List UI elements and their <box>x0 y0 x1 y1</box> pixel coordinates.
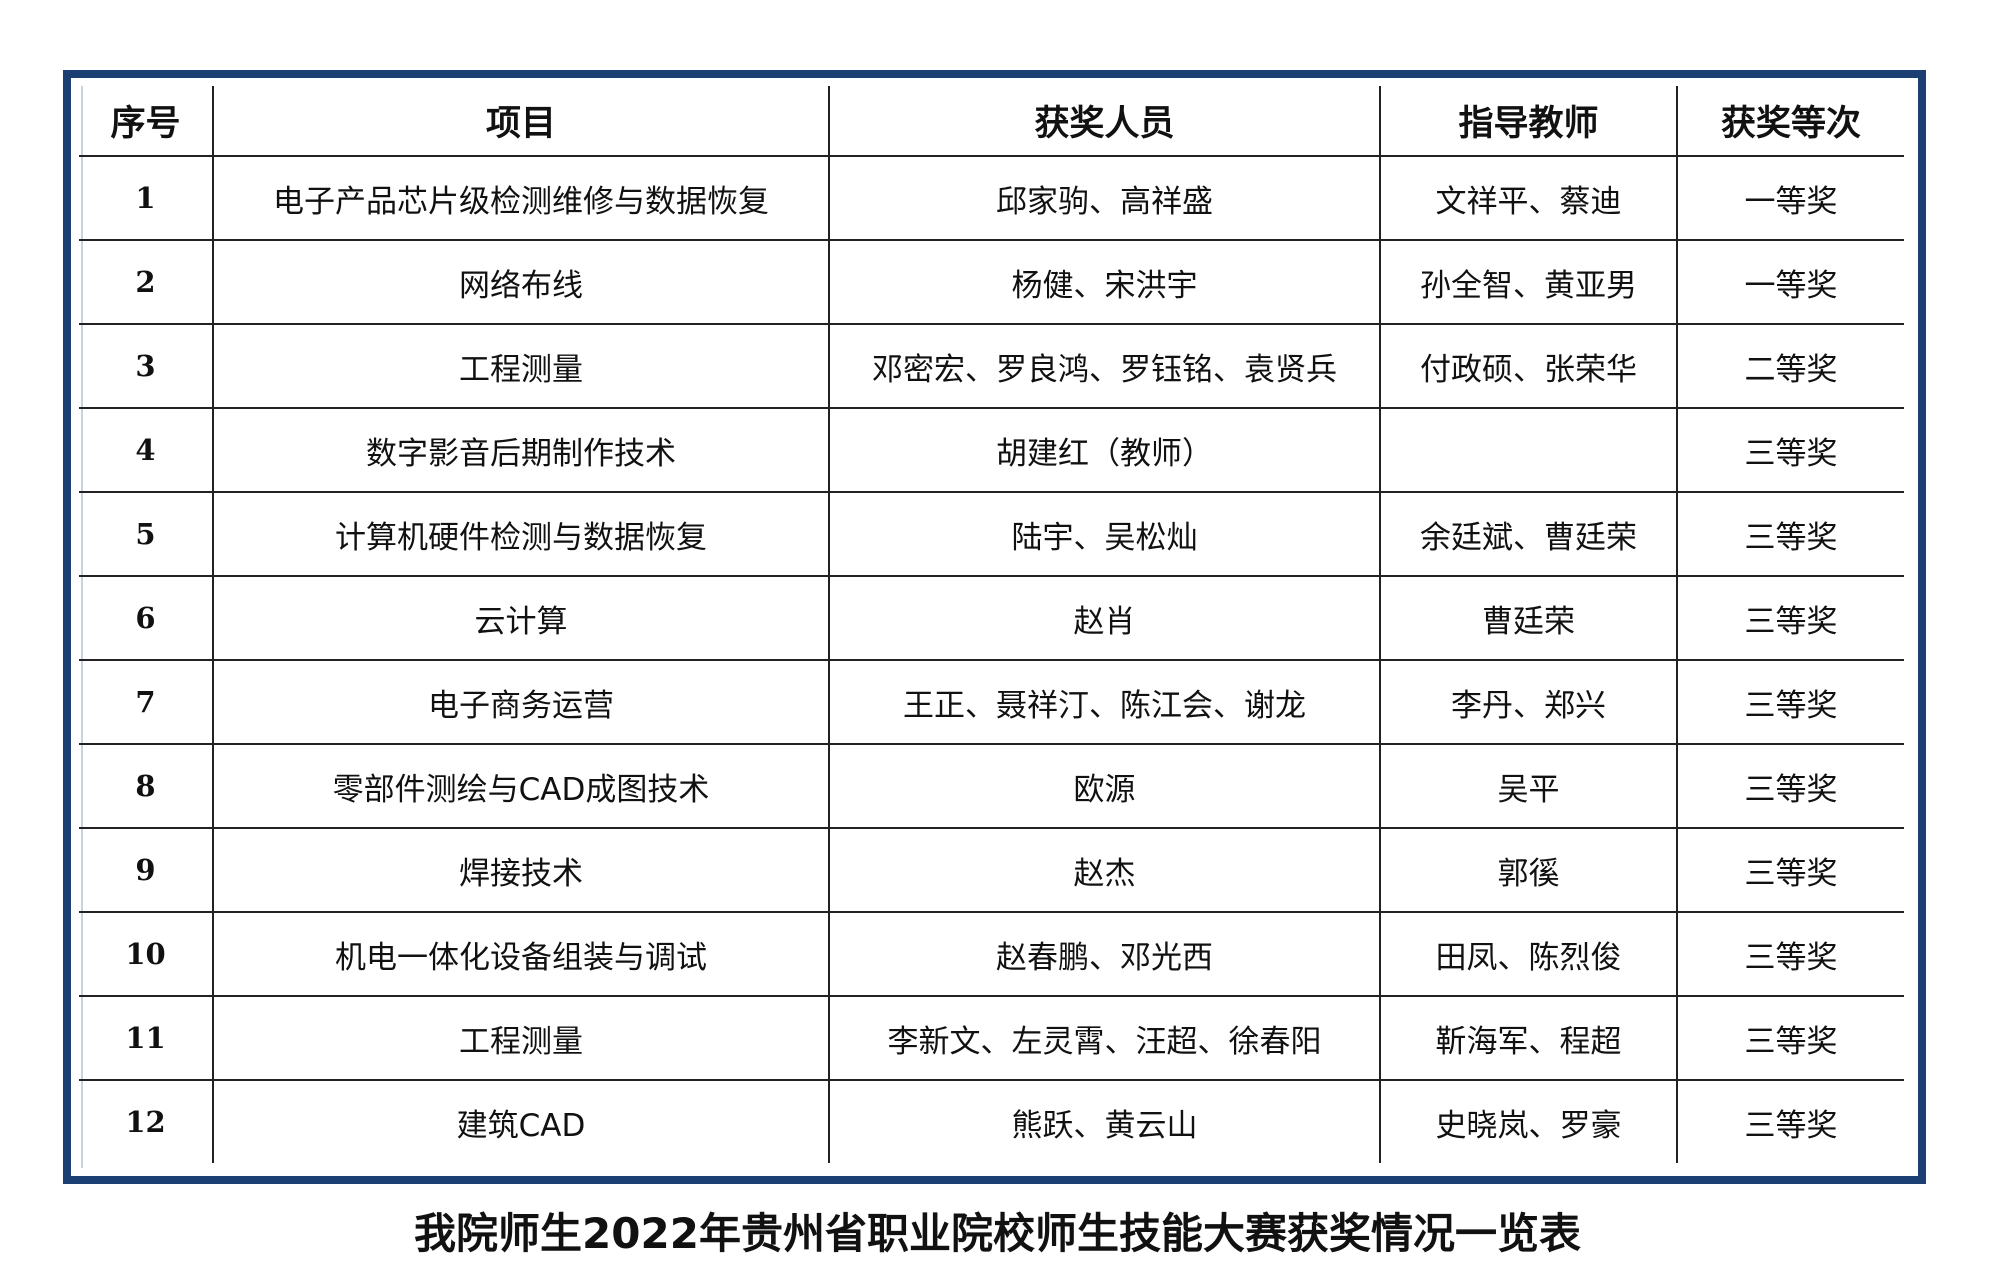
table-row: 7 电子商务运营 王正、聂祥汀、陈江会、谢龙 李丹、郑兴 三等奖 <box>79 659 1904 745</box>
cell-advisors: 田凤、陈烈俊 <box>1379 911 1678 997</box>
table-row: 8 零部件测绘与CAD成图技术 欧源 吴平 三等奖 <box>79 743 1904 829</box>
cell-advisors: 吴平 <box>1379 743 1678 829</box>
cell-winners: 杨健、宋洪宇 <box>828 239 1381 325</box>
cell-project: 云计算 <box>212 575 830 661</box>
table-row: 1 电子产品芯片级检测维修与数据恢复 邱家驹、高祥盛 文祥平、蔡迪 一等奖 <box>79 155 1904 241</box>
table-row: 9 焊接技术 赵杰 郭徯 三等奖 <box>79 827 1904 913</box>
cell-project: 工程测量 <box>212 995 830 1081</box>
cell-winners: 赵杰 <box>828 827 1381 913</box>
cell-advisors: 孙全智、黄亚男 <box>1379 239 1678 325</box>
cell-project: 焊接技术 <box>212 827 830 913</box>
cell-advisors: 郭徯 <box>1379 827 1678 913</box>
cell-advisors: 靳海军、程超 <box>1379 995 1678 1081</box>
table-row: 10 机电一体化设备组装与调试 赵春鹏、邓光西 田凤、陈烈俊 三等奖 <box>79 911 1904 997</box>
cell-award-level: 三等奖 <box>1676 911 1904 997</box>
table-row: 2 网络布线 杨健、宋洪宇 孙全智、黄亚男 一等奖 <box>79 239 1904 325</box>
cell-award-level: 三等奖 <box>1676 575 1904 661</box>
cell-award-level: 三等奖 <box>1676 659 1904 745</box>
cell-index: 12 <box>79 1079 214 1163</box>
cell-project: 网络布线 <box>212 239 830 325</box>
header-project: 项目 <box>212 86 830 157</box>
cell-index: 1 <box>79 155 214 241</box>
table-row: 12 建筑CAD 熊跃、黄云山 史晓岚、罗豪 三等奖 <box>79 1079 1904 1163</box>
header-award-level: 获奖等次 <box>1676 86 1904 157</box>
cell-project: 数字影音后期制作技术 <box>212 407 830 493</box>
cell-winners: 王正、聂祥汀、陈江会、谢龙 <box>828 659 1381 745</box>
cell-award-level: 二等奖 <box>1676 323 1904 409</box>
cell-project: 计算机硬件检测与数据恢复 <box>212 491 830 577</box>
cell-advisors: 李丹、郑兴 <box>1379 659 1678 745</box>
cell-winners: 李新文、左灵霄、汪超、徐春阳 <box>828 995 1381 1081</box>
cell-index: 5 <box>79 491 214 577</box>
cell-winners: 赵春鹏、邓光西 <box>828 911 1381 997</box>
cell-index: 9 <box>79 827 214 913</box>
cell-winners: 欧源 <box>828 743 1381 829</box>
cell-award-level: 三等奖 <box>1676 995 1904 1081</box>
table-caption: 我院师生2022年贵州省职业院校师生技能大赛获奖情况一览表 <box>414 1209 1581 1258</box>
cell-winners: 邓密宏、罗良鸿、罗钰铭、袁贤兵 <box>828 323 1381 409</box>
cell-advisors <box>1379 407 1678 493</box>
table-row: 5 计算机硬件检测与数据恢复 陆宇、吴松灿 余廷斌、曹廷荣 三等奖 <box>79 491 1904 577</box>
cell-winners: 赵肖 <box>828 575 1381 661</box>
header-row: 序号 项目 获奖人员 指导教师 获奖等次 <box>79 86 1904 157</box>
cell-advisors: 曹廷荣 <box>1379 575 1678 661</box>
cell-advisors: 文祥平、蔡迪 <box>1379 155 1678 241</box>
cell-winners: 熊跃、黄云山 <box>828 1079 1381 1163</box>
header-index: 序号 <box>79 86 214 157</box>
cell-index: 2 <box>79 239 214 325</box>
cell-index: 10 <box>79 911 214 997</box>
table-row: 4 数字影音后期制作技术 胡建红（教师） 三等奖 <box>79 407 1904 493</box>
cell-award-level: 一等奖 <box>1676 239 1904 325</box>
cell-advisors: 付政硕、张荣华 <box>1379 323 1678 409</box>
cell-project: 零部件测绘与CAD成图技术 <box>212 743 830 829</box>
awards-table: 序号 项目 获奖人员 指导教师 获奖等次 1 电子产品芯片级检测维修与数据恢复 邱家… <box>79 86 1904 1163</box>
table-row: 11 工程测量 李新文、左灵霄、汪超、徐春阳 靳海军、程超 三等奖 <box>79 995 1904 1081</box>
cell-project: 电子商务运营 <box>212 659 830 745</box>
header-winners: 获奖人员 <box>828 86 1381 157</box>
cell-index: 8 <box>79 743 214 829</box>
cell-index: 7 <box>79 659 214 745</box>
cell-project: 电子产品芯片级检测维修与数据恢复 <box>212 155 830 241</box>
cell-award-level: 三等奖 <box>1676 827 1904 913</box>
table-row: 3 工程测量 邓密宏、罗良鸿、罗钰铭、袁贤兵 付政硕、张荣华 二等奖 <box>79 323 1904 409</box>
cell-index: 11 <box>79 995 214 1081</box>
cell-advisors: 余廷斌、曹廷荣 <box>1379 491 1678 577</box>
cell-award-level: 三等奖 <box>1676 491 1904 577</box>
cell-award-level: 三等奖 <box>1676 1079 1904 1163</box>
header-advisors: 指导教师 <box>1379 86 1678 157</box>
cell-award-level: 三等奖 <box>1676 407 1904 493</box>
table-row: 6 云计算 赵肖 曹廷荣 三等奖 <box>79 575 1904 661</box>
cell-award-level: 一等奖 <box>1676 155 1904 241</box>
cell-advisors: 史晓岚、罗豪 <box>1379 1079 1678 1163</box>
table-frame: 序号 项目 获奖人员 指导教师 获奖等次 1 电子产品芯片级检测维修与数据恢复 邱家… <box>63 70 1926 1184</box>
cell-index: 4 <box>79 407 214 493</box>
cell-winners: 胡建红（教师） <box>828 407 1381 493</box>
cell-award-level: 三等奖 <box>1676 743 1904 829</box>
cell-index: 3 <box>79 323 214 409</box>
cell-project: 建筑CAD <box>212 1079 830 1163</box>
cell-project: 工程测量 <box>212 323 830 409</box>
cell-index: 6 <box>79 575 214 661</box>
cell-winners: 陆宇、吴松灿 <box>828 491 1381 577</box>
cell-winners: 邱家驹、高祥盛 <box>828 155 1381 241</box>
cell-project: 机电一体化设备组装与调试 <box>212 911 830 997</box>
